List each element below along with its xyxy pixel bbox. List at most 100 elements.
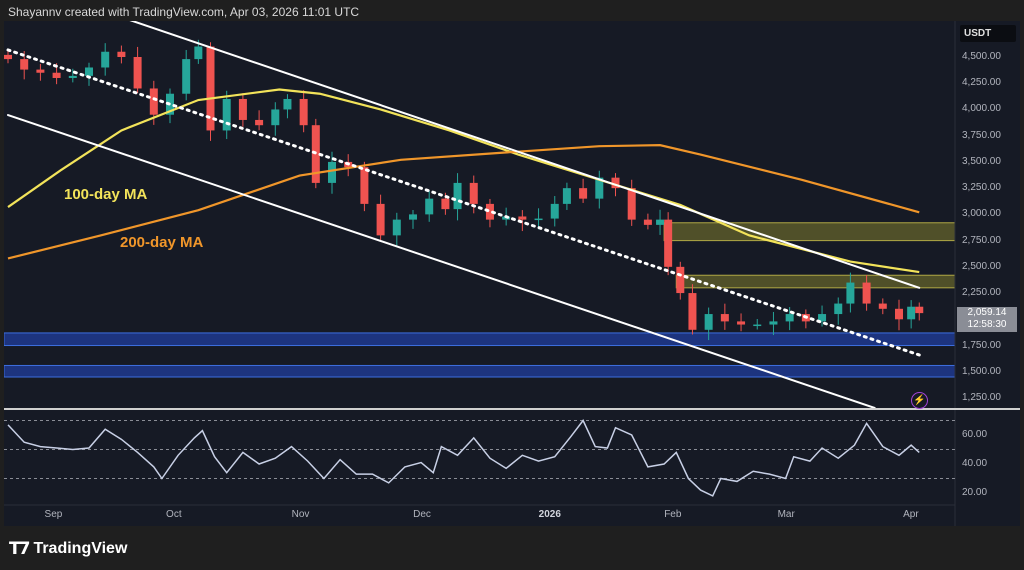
price-tick: 2,750.00	[962, 234, 1001, 246]
candle	[85, 67, 93, 76]
candle	[834, 303, 843, 315]
price-tick: 4,000.00	[962, 103, 1001, 115]
candle	[299, 98, 308, 126]
candle	[101, 51, 110, 68]
candle	[595, 177, 604, 199]
candle	[878, 303, 887, 309]
candle	[469, 182, 478, 204]
candle	[283, 98, 292, 110]
dotted-trendline	[6, 48, 921, 357]
candle	[704, 314, 713, 330]
candle	[206, 46, 215, 131]
candle	[117, 51, 126, 57]
resistance-zone	[675, 274, 955, 289]
price-tick: 1,500.00	[962, 365, 1001, 377]
rsi-tick: 60.00	[962, 429, 988, 440]
candle	[656, 219, 665, 225]
rsi-tick: 20.00	[962, 487, 988, 498]
candle	[238, 98, 247, 120]
candle	[895, 308, 903, 320]
candle	[688, 293, 697, 330]
candle	[4, 54, 12, 60]
time-tick: Sep	[44, 509, 63, 520]
candle	[534, 218, 543, 221]
candle	[627, 188, 636, 220]
main-pane	[4, 21, 955, 408]
price-tick: 3,000.00	[962, 208, 1001, 220]
last-price-label: 2,059.14 12:58:30	[957, 307, 1017, 332]
price-tick: 2,500.00	[962, 260, 1001, 272]
time-tick: Apr	[903, 509, 919, 520]
price-tick: 4,500.00	[962, 51, 1001, 62]
time-tick: Mar	[777, 509, 795, 520]
price-tick: 1,250.00	[962, 391, 1001, 403]
candle	[182, 59, 191, 94]
currency-label[interactable]: USDT	[960, 25, 1016, 42]
candle	[579, 188, 588, 199]
candle	[453, 182, 462, 210]
price-tick: 3,750.00	[962, 129, 1001, 141]
candle	[720, 314, 729, 322]
candle	[36, 69, 45, 73]
price-tick: 3,500.00	[962, 155, 1001, 167]
candle	[737, 321, 746, 325]
time-tick: Feb	[664, 509, 682, 520]
candle	[611, 177, 620, 189]
price-tick: 3,250.00	[962, 182, 1001, 194]
candle	[271, 109, 280, 126]
candle	[409, 214, 417, 220]
candle	[562, 188, 571, 204]
candle	[20, 59, 29, 70]
candle	[425, 198, 434, 215]
support-zone	[4, 364, 955, 378]
candle	[550, 203, 559, 219]
candle	[846, 282, 855, 304]
candle	[360, 167, 369, 204]
ma200-label: 200-day MA	[120, 234, 204, 251]
rsi-tick: 40.00	[962, 458, 988, 469]
candle	[392, 219, 401, 236]
candle	[441, 198, 450, 210]
price-tick: 1,750.00	[962, 339, 1001, 351]
channel-line	[129, 21, 921, 289]
candle	[328, 161, 336, 183]
time-tick: 2026	[538, 509, 561, 520]
candle	[676, 266, 685, 294]
price-tick: 2,250.00	[962, 287, 1001, 299]
candle	[255, 119, 264, 126]
candle	[907, 306, 916, 320]
candle	[133, 57, 142, 89]
candle	[376, 203, 385, 236]
tradingview-logo[interactable]: 𝗧𝟳 TradingView	[9, 539, 127, 559]
candle	[915, 306, 924, 314]
candle	[664, 219, 673, 267]
ma200-line	[7, 144, 920, 260]
candle	[862, 282, 871, 304]
candle	[785, 314, 794, 322]
candle	[518, 216, 527, 220]
support-zone	[4, 332, 955, 347]
candle	[818, 314, 827, 322]
candle	[222, 98, 231, 131]
candle	[52, 72, 61, 78]
candle	[753, 324, 762, 327]
ma100-line	[7, 88, 920, 274]
candle	[194, 46, 203, 60]
candle	[769, 321, 778, 325]
time-tick: Nov	[291, 509, 310, 520]
ma100-label: 100-day MA	[64, 186, 148, 203]
candle	[68, 75, 77, 78]
chart-attribution: Shayannv created with TradingView.com, A…	[8, 5, 360, 19]
bar-countdown: 12:58:30	[967, 319, 1007, 330]
time-tick: Oct	[166, 509, 182, 520]
tradingview-logo-icon: 𝗧𝟳	[9, 539, 30, 558]
lightning-icon[interactable]: ⚡	[911, 392, 928, 409]
candle	[149, 88, 158, 115]
time-tick: Dec	[413, 509, 431, 520]
rsi-line	[7, 419, 920, 497]
resistance-zone	[663, 222, 955, 242]
channel-line	[7, 114, 876, 408]
tradingview-brand: TradingView	[33, 540, 128, 557]
last-price: 2,059.14	[967, 307, 1007, 318]
